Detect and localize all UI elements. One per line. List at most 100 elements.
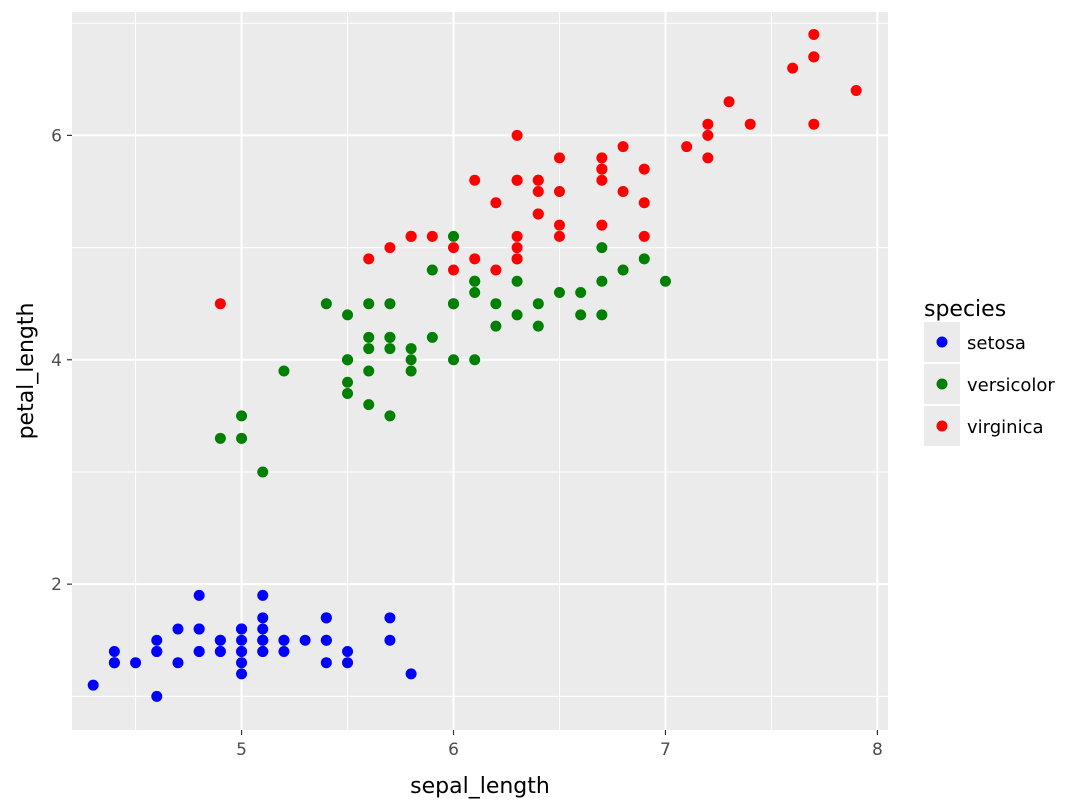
point-virginica (638, 163, 650, 175)
point-setosa (320, 657, 332, 669)
point-virginica (723, 96, 735, 108)
point-virginica (511, 230, 523, 242)
point-virginica (363, 253, 375, 265)
point-virginica (511, 174, 523, 186)
point-versicolor (426, 331, 438, 343)
point-setosa (342, 645, 354, 657)
point-versicolor (638, 253, 650, 265)
point-virginica (469, 174, 481, 186)
point-virginica (596, 152, 608, 164)
x-tick-label: 6 (448, 740, 459, 760)
point-virginica (787, 62, 799, 74)
point-versicolor (236, 410, 248, 422)
point-virginica (426, 230, 438, 242)
point-setosa (214, 645, 226, 657)
legend-label-setosa: setosa (967, 333, 1026, 354)
point-versicolor (405, 343, 417, 355)
point-virginica (808, 118, 820, 130)
point-virginica (638, 230, 650, 242)
point-setosa (151, 645, 163, 657)
point-virginica (702, 118, 714, 130)
point-versicolor (532, 298, 544, 310)
point-versicolor (278, 365, 290, 377)
legend-marker-versicolor (936, 378, 948, 390)
point-virginica (596, 163, 608, 175)
point-versicolor (257, 466, 269, 478)
legend: species setosa versicolor virginica (924, 297, 1055, 446)
point-virginica (617, 186, 629, 197)
point-setosa (278, 645, 290, 657)
point-virginica (469, 253, 481, 265)
point-setosa (108, 657, 120, 669)
point-versicolor (469, 286, 481, 298)
point-setosa (151, 690, 163, 702)
point-virginica (532, 174, 544, 186)
point-versicolor (596, 275, 608, 287)
point-versicolor (448, 298, 460, 310)
legend-label-virginica: virginica (967, 417, 1044, 438)
point-setosa (172, 657, 184, 669)
point-versicolor (405, 354, 417, 366)
plot-panel (72, 12, 888, 730)
point-virginica (553, 219, 565, 231)
point-setosa (278, 634, 290, 646)
point-versicolor (384, 331, 396, 343)
point-virginica (744, 118, 756, 130)
x-tick-label: 8 (872, 740, 883, 760)
point-versicolor (426, 264, 438, 276)
point-versicolor (532, 320, 544, 332)
point-versicolor (342, 376, 354, 388)
point-versicolor (553, 286, 565, 298)
point-versicolor (490, 298, 502, 310)
point-virginica (384, 242, 396, 254)
point-versicolor (342, 354, 354, 366)
point-virginica (553, 230, 565, 242)
point-setosa (193, 645, 205, 657)
point-versicolor (384, 298, 396, 310)
legend-marker-setosa (936, 336, 948, 348)
point-setosa (299, 634, 311, 646)
point-setosa (193, 589, 205, 601)
point-setosa (236, 657, 248, 669)
point-setosa (320, 612, 332, 624)
point-virginica (808, 28, 820, 40)
point-setosa (342, 657, 354, 669)
point-versicolor (363, 343, 375, 355)
point-setosa (130, 657, 142, 669)
x-axis-title: sepal_length (410, 774, 550, 799)
point-setosa (320, 634, 332, 646)
point-virginica (405, 230, 417, 242)
point-setosa (236, 668, 248, 680)
point-virginica (532, 186, 544, 197)
point-versicolor (236, 432, 248, 444)
point-versicolor (617, 264, 629, 276)
point-setosa (108, 645, 120, 657)
point-versicolor (363, 298, 375, 310)
point-virginica (511, 129, 523, 141)
point-virginica (702, 129, 714, 141)
legend-items: setosa versicolor virginica (924, 322, 1055, 446)
x-axis-ticks: 5 6 7 8 (236, 730, 883, 760)
point-versicolor (384, 410, 396, 422)
y-tick-label: 2 (51, 575, 62, 595)
point-virginica (553, 186, 565, 197)
point-versicolor (469, 354, 481, 366)
point-versicolor (342, 387, 354, 399)
point-setosa (405, 668, 417, 680)
point-setosa (214, 634, 226, 646)
point-versicolor (405, 365, 417, 377)
point-setosa (257, 589, 269, 601)
point-setosa (257, 623, 269, 635)
point-versicolor (575, 309, 587, 321)
point-versicolor (448, 230, 460, 242)
point-virginica (681, 141, 693, 153)
point-versicolor (596, 309, 608, 321)
point-virginica (448, 242, 460, 254)
point-versicolor (596, 242, 608, 254)
point-setosa (193, 623, 205, 635)
point-virginica (702, 152, 714, 164)
point-virginica (448, 264, 460, 276)
y-tick-label: 4 (51, 351, 62, 371)
point-setosa (151, 634, 163, 646)
